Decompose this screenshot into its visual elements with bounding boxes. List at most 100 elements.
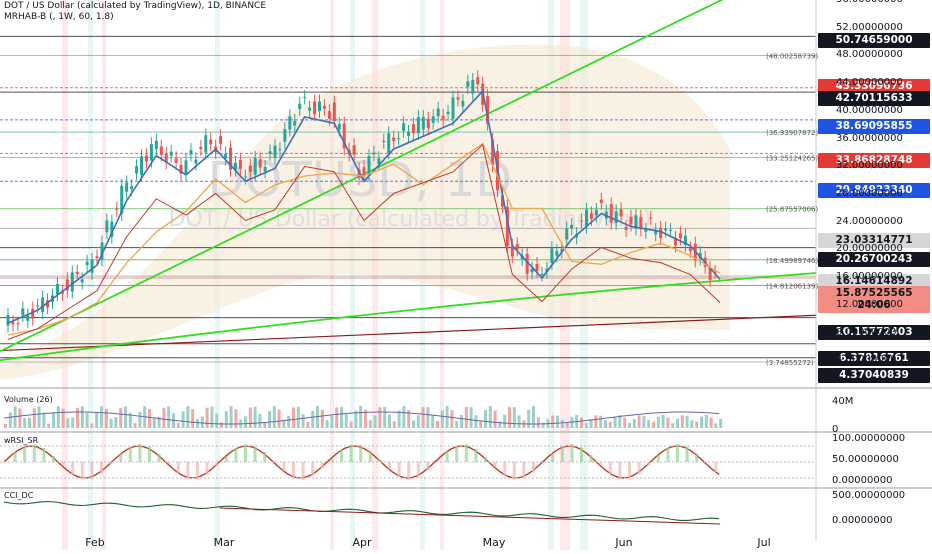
volume-bar [714,423,718,428]
candle-body [683,235,687,245]
x-tick-label: May [483,536,506,549]
candle-body [535,264,539,272]
x-tick-label: Jul [756,536,770,549]
candle-body [125,182,129,192]
volume-bar [13,406,17,428]
candle-body [164,153,168,163]
candle-body [303,97,307,99]
wrsi-bar [426,462,430,471]
volume-bar [464,407,468,428]
candle-body [75,271,79,275]
candle-body [258,159,262,168]
volume-bar [220,422,223,428]
candle-body [639,216,643,230]
candle-body [555,250,559,256]
wrsi-bar [503,462,507,476]
wrsi-bar [80,462,84,480]
volume-bar [282,419,286,428]
volume-bar [469,407,473,428]
volume-bar [580,417,583,428]
volume-bar [666,417,670,428]
candle-body [510,245,514,257]
signal-band [350,0,355,550]
wrsi-bar [378,459,382,462]
wrsi-bar [580,447,583,462]
wrsi-bar [493,462,497,468]
candle-body [525,253,529,274]
fib-level-label: (36.93907872) [766,129,818,137]
candle-body [471,79,475,94]
price-tag: 42.70115633 [818,91,930,106]
wrsi-bar [100,462,103,474]
volume-bar [479,420,483,428]
volume-bar [368,420,372,428]
candle-body [466,81,470,88]
volume-bar [383,406,387,428]
volume-bar [551,415,555,428]
candle-body [599,199,603,203]
price-tag: 16.14614892 [818,274,930,289]
candle-body [441,115,445,121]
volume-bar [373,415,377,428]
wrsi-bar [618,462,622,480]
volume-bar [114,417,118,428]
volume-bar [119,408,123,428]
wrsi-bar [647,462,651,466]
candle-body [36,305,40,307]
wrsi-bar [320,462,324,469]
volume-bar [258,413,262,428]
candle-body [209,139,213,145]
wrsi-bar [522,462,526,479]
candle-body [644,229,648,232]
fib-level-label: (18.49989746) [766,257,818,265]
candle-body [342,123,346,149]
volume-bar [450,410,454,428]
volume-bar [455,420,459,428]
wrsi-bar [157,453,161,462]
volume-bar [652,421,655,428]
volume-bar [498,421,502,428]
candle-body [105,220,109,233]
volume-bar [359,406,363,428]
volume-bar [340,406,343,428]
volume-bar [493,410,497,428]
candle-body [322,105,326,109]
volume-bar [320,409,324,428]
candle-body [144,155,148,162]
y-tick-label: 12.00000000 [836,298,903,310]
wrsi-bar [263,452,267,462]
y-tick-label: 52.00000000 [836,21,903,33]
candle-body [21,308,25,316]
volume-bar [354,410,358,428]
volume-bar [47,423,51,428]
wrsi-bar [676,444,679,462]
price-tag: 33.86828748 [818,153,930,168]
volume-bar [32,408,36,428]
volume-bar [311,410,315,428]
volume-bar [37,406,41,428]
y-tick-label: 36.00000000 [836,132,903,144]
volume-bar [541,422,545,428]
wrsi-bar [599,462,603,465]
x-tick-label: Apr [352,536,372,549]
volume-bar [301,414,305,428]
candle-body [372,152,376,155]
y-tick-label: 44.00000000 [836,77,903,89]
candle-body [367,156,371,175]
candle-body [659,227,663,239]
volume-bar [700,416,703,428]
volume-bar [704,415,708,428]
wrsi-bar [628,462,631,480]
volume-bar [100,406,103,428]
candle-body [95,256,99,259]
candle-body [243,176,247,178]
volume-bar [637,415,641,428]
wrsi-bar [416,462,420,478]
wrsi-bar [205,462,209,475]
y-tick-label: 56.00000000 [836,0,903,5]
candle-body [159,146,163,155]
candle-body [352,145,356,155]
candle-body [31,308,35,319]
